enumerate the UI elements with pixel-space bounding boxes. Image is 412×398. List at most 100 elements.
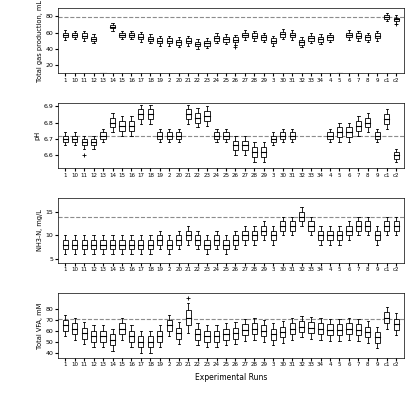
Bar: [157, 331, 162, 342]
Bar: [309, 36, 314, 41]
X-axis label: Experimental Runs: Experimental Runs: [194, 373, 267, 382]
Bar: [393, 18, 399, 21]
Bar: [119, 240, 124, 249]
Bar: [148, 109, 153, 119]
Y-axis label: NH3-N, mg/L: NH3-N, mg/L: [37, 210, 43, 252]
Bar: [63, 240, 68, 249]
Bar: [101, 240, 105, 249]
Bar: [252, 33, 257, 38]
Bar: [233, 140, 238, 150]
Bar: [365, 118, 370, 127]
Bar: [167, 240, 172, 249]
Bar: [129, 33, 134, 37]
Bar: [157, 38, 162, 43]
Bar: [63, 33, 68, 37]
Bar: [195, 235, 200, 244]
Bar: [261, 226, 267, 235]
Bar: [337, 324, 342, 335]
Bar: [299, 191, 304, 201]
Bar: [176, 133, 181, 139]
Bar: [148, 336, 153, 347]
Bar: [290, 221, 295, 230]
Bar: [393, 319, 399, 330]
Bar: [176, 40, 181, 45]
Bar: [119, 33, 124, 37]
Bar: [110, 334, 115, 345]
Bar: [242, 140, 248, 150]
Bar: [346, 226, 351, 235]
Bar: [233, 328, 238, 339]
Y-axis label: Total VFA, mM: Total VFA, mM: [37, 302, 43, 349]
Bar: [280, 221, 286, 230]
Bar: [290, 33, 295, 37]
Bar: [384, 114, 389, 124]
Bar: [309, 322, 314, 333]
Bar: [204, 240, 210, 249]
Bar: [271, 136, 276, 142]
Bar: [223, 329, 229, 339]
Bar: [318, 37, 323, 41]
Bar: [214, 235, 219, 244]
Bar: [393, 221, 399, 230]
Bar: [271, 230, 276, 240]
Bar: [375, 133, 380, 139]
Bar: [328, 133, 332, 139]
Bar: [375, 230, 380, 240]
Bar: [223, 37, 229, 41]
Bar: [101, 331, 105, 342]
Bar: [110, 240, 115, 249]
Bar: [138, 240, 143, 249]
Bar: [252, 230, 257, 240]
Bar: [214, 331, 219, 342]
Bar: [299, 212, 304, 221]
Bar: [233, 37, 238, 42]
Bar: [346, 323, 351, 334]
Bar: [167, 133, 172, 139]
Bar: [290, 323, 295, 334]
Bar: [167, 320, 172, 331]
Bar: [375, 332, 380, 343]
Bar: [148, 37, 153, 41]
Bar: [91, 240, 96, 249]
Bar: [365, 326, 370, 338]
Bar: [337, 127, 342, 137]
Bar: [176, 328, 181, 339]
Bar: [356, 324, 361, 335]
Bar: [280, 326, 286, 338]
Bar: [82, 33, 87, 38]
Bar: [157, 133, 162, 139]
Bar: [148, 240, 153, 249]
Bar: [346, 33, 351, 37]
Bar: [72, 240, 77, 249]
Bar: [375, 33, 380, 38]
Bar: [356, 33, 361, 38]
Bar: [365, 35, 370, 40]
Bar: [82, 240, 87, 249]
Bar: [280, 133, 286, 139]
Bar: [204, 111, 210, 121]
Bar: [72, 33, 77, 37]
Bar: [195, 113, 200, 123]
Bar: [393, 152, 399, 158]
Bar: [299, 40, 304, 45]
Bar: [346, 127, 351, 137]
Bar: [129, 240, 134, 249]
Bar: [167, 38, 172, 43]
Bar: [195, 41, 200, 47]
Bar: [63, 136, 68, 142]
Bar: [119, 121, 124, 131]
Bar: [138, 34, 143, 39]
Bar: [384, 16, 389, 19]
Bar: [214, 133, 219, 139]
Bar: [365, 221, 370, 230]
Bar: [110, 25, 115, 28]
Bar: [157, 235, 162, 244]
Bar: [91, 139, 96, 145]
Bar: [309, 221, 314, 230]
Bar: [91, 331, 96, 342]
Bar: [185, 109, 191, 119]
Bar: [110, 118, 115, 127]
Bar: [356, 121, 361, 131]
Bar: [318, 230, 323, 240]
Bar: [252, 323, 257, 334]
